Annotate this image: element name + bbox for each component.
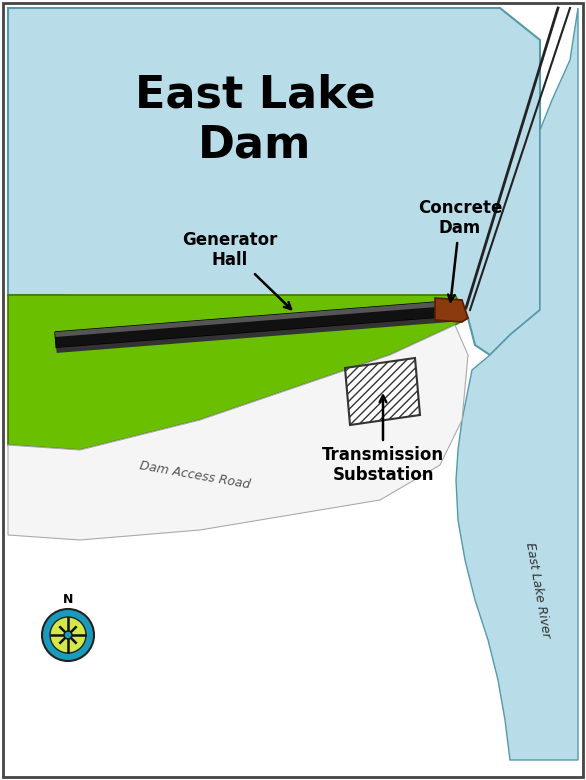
Circle shape xyxy=(50,617,86,653)
Text: Transmission
Substation: Transmission Substation xyxy=(322,395,444,484)
Text: N: N xyxy=(63,593,73,606)
Text: East Lake River: East Lake River xyxy=(523,541,553,639)
Polygon shape xyxy=(55,300,462,337)
Polygon shape xyxy=(8,295,468,450)
Text: Concrete
Dam: Concrete Dam xyxy=(418,199,502,301)
Polygon shape xyxy=(8,325,468,540)
Polygon shape xyxy=(55,300,464,348)
Circle shape xyxy=(64,631,72,639)
Text: Generator
Hall: Generator Hall xyxy=(182,231,291,309)
Polygon shape xyxy=(345,358,420,425)
Text: Dam Access Road: Dam Access Road xyxy=(139,459,251,491)
Polygon shape xyxy=(456,8,578,760)
Polygon shape xyxy=(56,316,464,353)
Polygon shape xyxy=(435,298,468,322)
Polygon shape xyxy=(8,295,578,760)
Text: East Lake
Dam: East Lake Dam xyxy=(135,73,375,166)
Circle shape xyxy=(42,609,94,661)
Polygon shape xyxy=(8,8,540,355)
